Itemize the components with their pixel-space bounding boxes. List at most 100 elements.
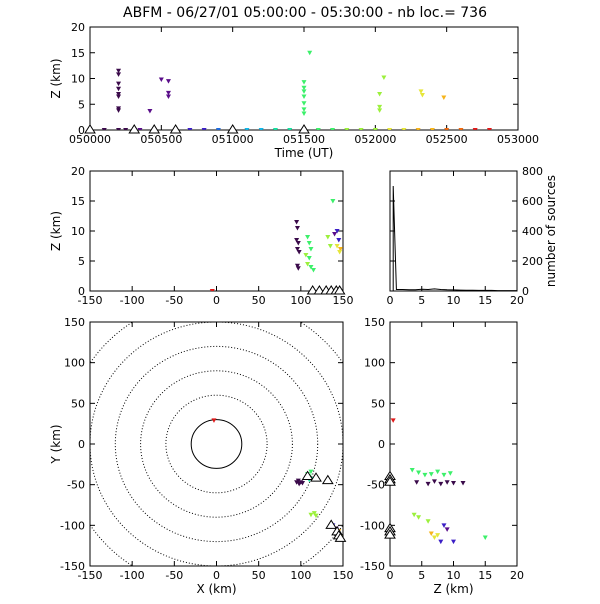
source-point [336,238,342,243]
range-ring [90,322,343,566]
y-axis-label: Z (km) [49,58,63,98]
source-point [441,95,447,101]
source-point [294,247,300,252]
source-point [441,472,447,478]
source-point [431,535,437,541]
x-tick-label: 050000 [69,133,111,146]
source-point [201,128,207,130]
y-tick-label: 600 [522,195,543,208]
y-tick-label: 20 [71,165,85,178]
source-point [377,91,383,97]
source-point [429,128,435,130]
y-tick-label: 0 [78,438,85,451]
source-point [444,527,450,532]
source-point [460,481,466,486]
source-point [147,108,153,114]
x-tick-label: 051500 [283,133,325,146]
source-point [334,244,340,249]
station-marker [321,474,334,485]
source-point [308,265,314,270]
y-tick-label: 400 [522,225,543,238]
y-tick-label: 20 [71,21,85,34]
source-point [306,256,312,261]
y-tick-label: 100 [364,357,385,370]
x-tick-label: 050500 [140,133,182,146]
source-point [325,235,331,240]
source-point [416,515,422,520]
range-ring [190,419,243,469]
station-marker [84,124,96,134]
range-ring [140,370,293,518]
source-point [337,247,343,252]
source-point [116,81,122,87]
source-point [116,72,122,77]
source-point [311,511,317,516]
source-point [301,80,307,85]
source-point [431,479,437,484]
station-marker [298,124,310,134]
source-point [303,253,309,258]
source-point [409,468,415,473]
source-point [116,94,122,100]
source-point [116,108,122,113]
source-point [330,199,336,204]
source-point [294,263,300,269]
source-point [295,241,301,246]
panel-x-z: -150 -100 -50 0 50 100 150 0 5 10 15 20 Z (km) [49,165,354,307]
x-tick-label: 5 [418,294,425,307]
source-point [422,472,428,478]
y-axis-label: number of sources [544,175,558,287]
x-tick-label: -150 [78,294,103,307]
range-ring [114,345,319,543]
source-point [358,128,364,130]
y-tick-label: 15 [71,47,85,60]
x-axis-label: Z (km) [433,582,473,596]
source-point [294,226,300,231]
source-point [372,128,378,130]
x-tick-label: 052500 [426,133,468,146]
x-tick-label: 20 [510,294,524,307]
plot-area [90,50,492,130]
source-point [390,418,396,423]
source-point [308,469,314,475]
source-point [315,128,321,130]
source-point [458,128,464,130]
source-point [313,513,319,519]
source-point [425,519,431,524]
x-tick-label: 50 [252,569,266,582]
source-point [211,418,217,423]
x-tick-label: 100 [290,294,311,307]
source-point [187,128,193,130]
source-point [301,101,307,106]
source-point [435,533,441,538]
axes-frame [389,321,518,567]
source-point [381,75,387,80]
y-tick-label: 100 [64,357,85,370]
source-point [435,469,441,475]
source-point [310,268,316,273]
x-tick-label: 0 [387,294,394,307]
x-tick-label: 053000 [497,133,539,146]
source-point [301,89,307,94]
histogram-line [390,185,517,291]
x-tick-label: 10 [447,569,461,582]
source-point [419,92,425,98]
source-point [301,107,307,112]
station-marker [310,472,322,482]
x-tick-label: 150 [333,294,354,307]
source-point [444,480,450,485]
source-point [295,266,301,271]
y-axis-label: Y (km) [49,424,63,464]
station-marker [301,470,314,481]
source-point [300,481,306,486]
source-point [327,244,333,249]
source-point [306,241,312,246]
axes-frame [89,321,344,567]
source-point [337,250,343,255]
y-tick-label: 200 [522,255,543,268]
x-tick-label: 0 [387,569,394,582]
source-point [158,77,164,83]
plot-area [390,418,488,545]
